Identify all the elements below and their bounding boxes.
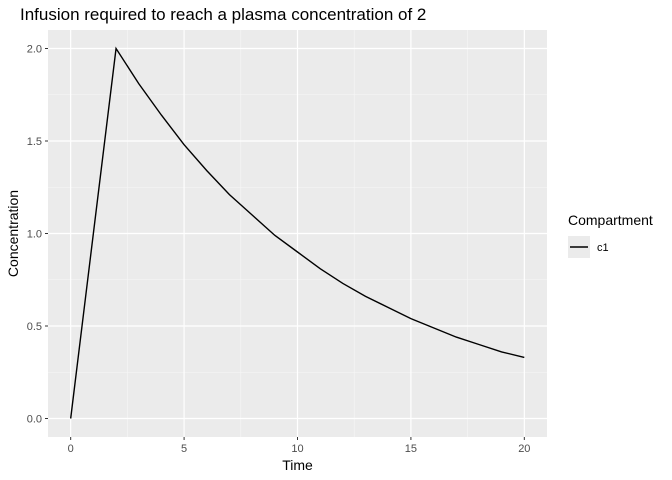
y-tick-label: 2.0 [27,44,42,56]
chart-title: Infusion required to reach a plasma conc… [20,5,426,24]
y-tick-label: 0.5 [27,321,42,333]
series-layer [69,46,525,419]
y-axis-title: Concentration [5,190,21,277]
x-tick-label: 20 [518,443,530,455]
x-tick-label: 0 [68,443,74,455]
y-tick-label: 1.5 [27,136,42,148]
x-tick-label: 10 [291,443,303,455]
x-tick-label: 15 [405,443,417,455]
x-axis-title: Time [282,457,313,473]
y-tick-label: 0.0 [27,414,42,426]
y-axis: 0.0 0.5 1.0 1.5 2.0 [27,44,48,426]
legend: Compartment c1 [568,212,653,258]
y-tick-label: 1.0 [27,229,42,241]
major-gridlines [48,30,547,437]
x-axis: 0 5 10 15 20 [68,437,530,455]
series-line-c1 [69,46,525,419]
legend-label: c1 [597,242,609,254]
legend-title: Compartment [568,212,653,228]
x-tick-label: 5 [181,443,187,455]
